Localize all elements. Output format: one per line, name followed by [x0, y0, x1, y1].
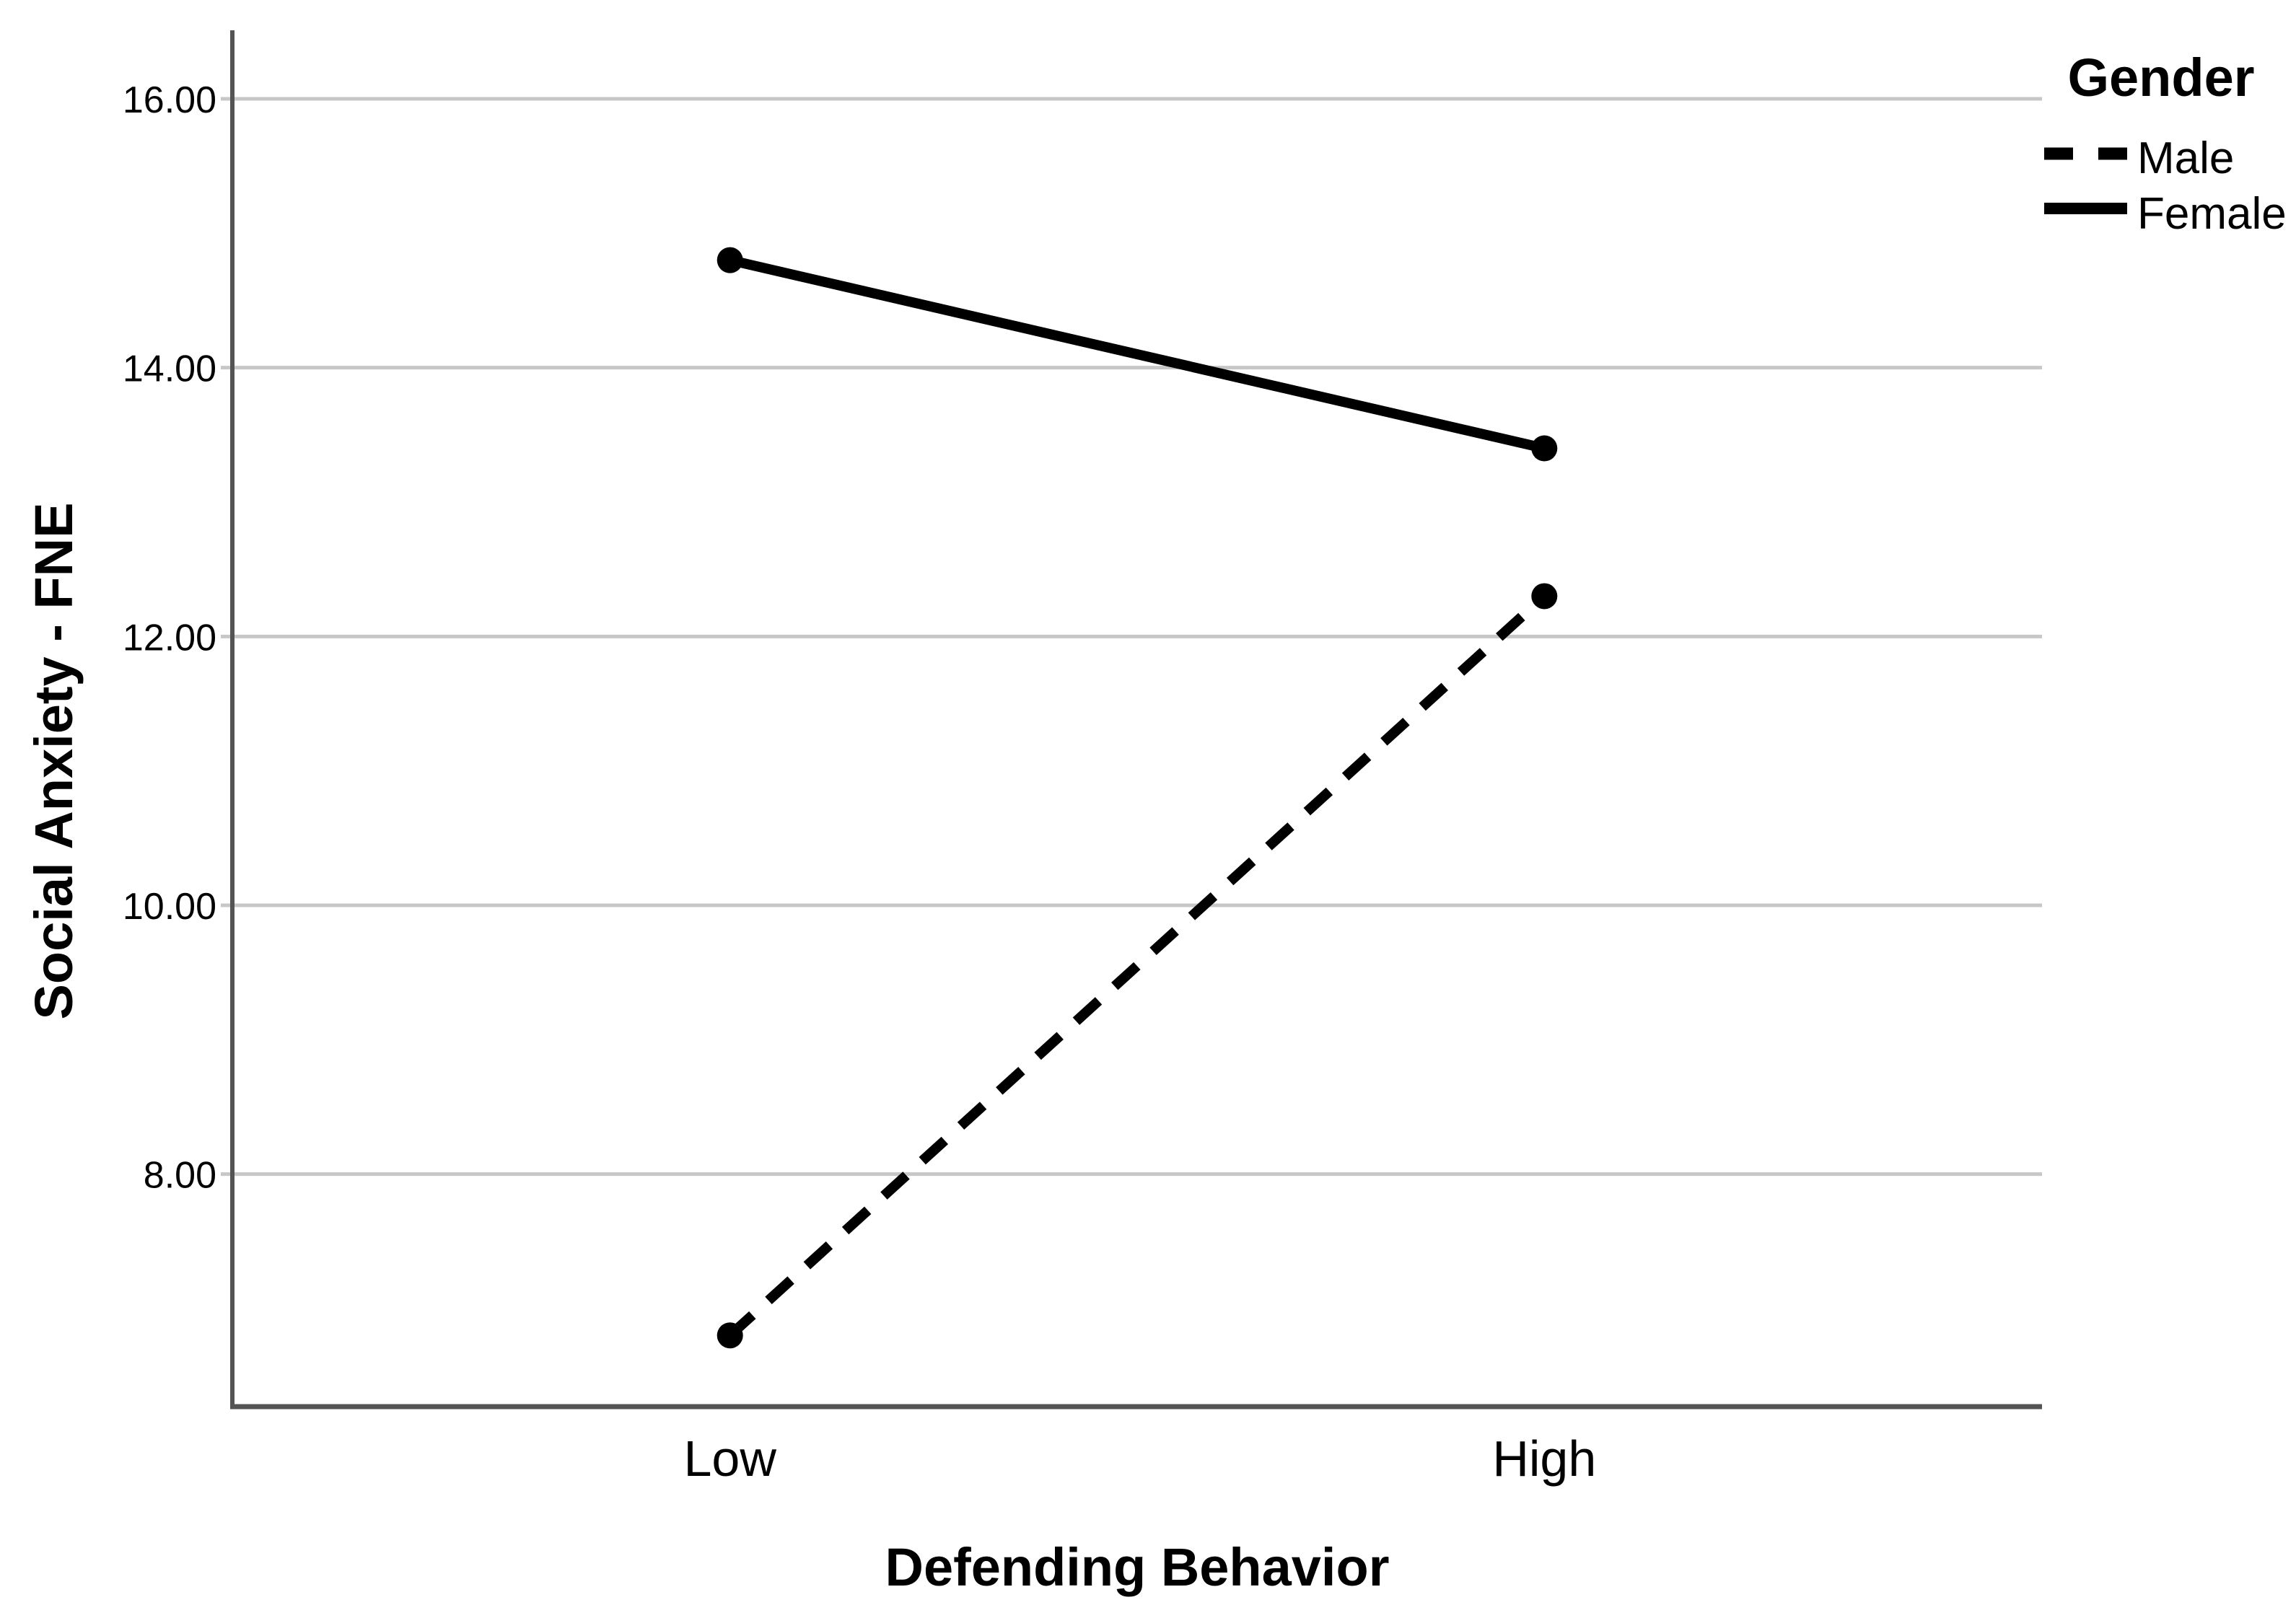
legend: Gender Male Female	[2044, 48, 2287, 239]
data-point-marker-male-high	[1531, 583, 1558, 610]
data-point-marker-female-high	[1531, 435, 1558, 462]
x-axis-title: Defending Behavior	[885, 1537, 1390, 1597]
y-tick-label: 14.00	[123, 348, 216, 390]
data-point-marker-male-low	[717, 1322, 743, 1349]
y-tick-labels-group: 8.00 10.00 12.00 14.00 16.00	[123, 79, 216, 1197]
y-tick-label: 12.00	[123, 617, 216, 659]
x-category-label: Low	[683, 1430, 776, 1487]
legend-item-female: Female	[2044, 189, 2287, 239]
series-line-male	[726, 592, 1548, 1340]
legend-female-label: Female	[2137, 189, 2287, 239]
y-tick-label: 10.00	[123, 886, 216, 928]
x-category-labels-group: Low High	[683, 1430, 1596, 1487]
x-category-label: High	[1492, 1430, 1596, 1487]
y-axis-title: Social Anxiety - FNE	[24, 503, 84, 1020]
legend-title: Gender	[2067, 48, 2254, 107]
legend-male-label: Male	[2137, 133, 2234, 183]
legend-item-male: Male	[2044, 133, 2234, 183]
y-tick-label: 8.00	[144, 1155, 216, 1197]
data-point-marker-female-low	[717, 247, 743, 273]
y-tick-label: 16.00	[123, 79, 216, 121]
series-group	[717, 247, 1558, 1349]
gridlines-group	[221, 97, 2042, 1177]
series-line-female	[729, 255, 1546, 454]
